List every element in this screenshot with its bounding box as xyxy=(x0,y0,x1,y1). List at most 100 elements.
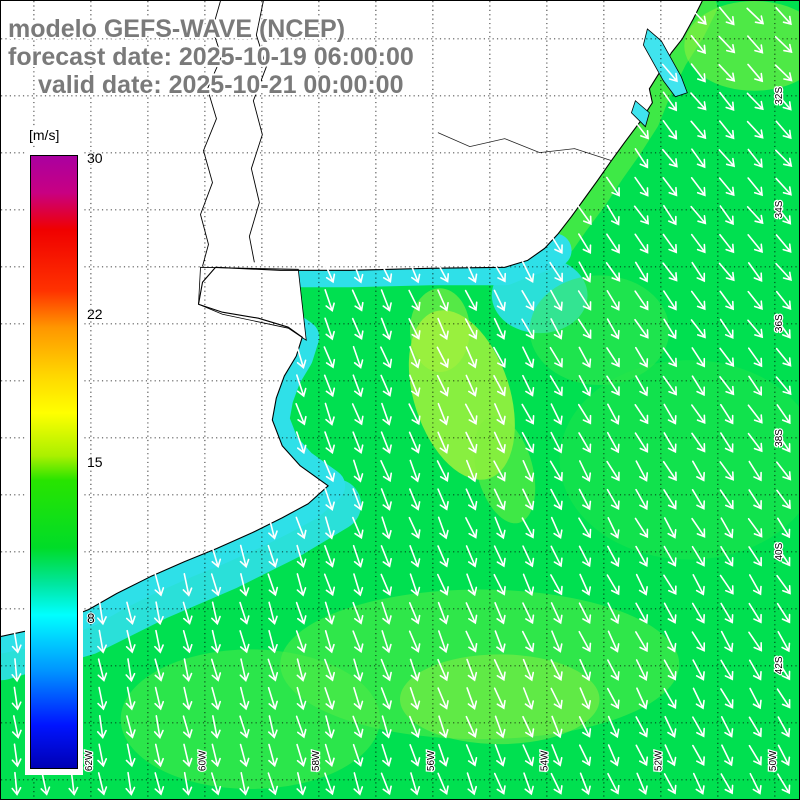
wind-arrow xyxy=(437,772,449,795)
wind-arrow xyxy=(268,601,278,626)
wind-arrow xyxy=(749,772,762,795)
wind-arrow xyxy=(747,262,763,282)
colorbar xyxy=(25,149,83,775)
wind-arrow xyxy=(408,516,421,539)
wind-arrow xyxy=(523,772,534,796)
wind-arrow xyxy=(606,460,620,482)
wind-arrow xyxy=(748,546,762,567)
wind-arrow xyxy=(663,773,677,795)
wind-arrow xyxy=(718,35,736,54)
wind-arrow xyxy=(635,716,649,738)
field-patch xyxy=(684,1,799,91)
wind-arrow xyxy=(578,261,592,283)
wind-arrow xyxy=(607,744,620,767)
wind-arrow xyxy=(380,573,392,596)
longitude-label: 52W xyxy=(653,750,664,771)
wind-arrow xyxy=(522,715,535,738)
wind-arrow xyxy=(521,630,535,653)
wind-arrow xyxy=(380,687,392,710)
wind-arrow xyxy=(720,517,734,539)
wind-arrow xyxy=(662,375,678,396)
title-valid-date: valid date: 2025-10-21 00:00:00 xyxy=(38,71,404,99)
wind-arrow xyxy=(493,346,506,368)
wind-arrow xyxy=(97,743,108,768)
wind-arrow xyxy=(324,402,335,426)
wind-arrow xyxy=(324,715,335,739)
wind-arrow xyxy=(438,743,449,767)
wind-arrow xyxy=(690,233,706,254)
wind-arrow xyxy=(381,743,392,767)
wind-arrow xyxy=(692,659,705,681)
wind-arrow xyxy=(578,602,592,625)
wind-arrow xyxy=(182,572,193,597)
wind-arrow xyxy=(606,290,620,311)
wind-arrow xyxy=(691,261,706,283)
wind-arrow xyxy=(324,630,335,654)
wind-arrow xyxy=(465,517,478,539)
wind-arrow xyxy=(578,346,592,369)
wind-arrow xyxy=(494,403,506,426)
wind-arrow xyxy=(691,460,705,482)
wind-arrow xyxy=(408,630,421,653)
wind-arrow xyxy=(663,574,677,596)
latitude-label: 38S xyxy=(774,429,785,447)
wind-arrow xyxy=(663,403,677,425)
wind-arrow xyxy=(775,376,792,396)
wind-arrow xyxy=(748,574,762,596)
wind-arrow xyxy=(324,289,335,313)
wind-arrow xyxy=(775,92,792,111)
wind-arrow xyxy=(635,488,649,511)
wind-arrow xyxy=(182,630,193,654)
wind-arrow xyxy=(691,375,706,397)
wind-arrow xyxy=(437,545,449,568)
wind-arrow xyxy=(550,659,563,681)
wind-arrow xyxy=(494,715,506,739)
wind-arrow xyxy=(635,602,649,624)
wind-arrow xyxy=(296,345,307,370)
wind-arrow xyxy=(408,403,421,426)
wind-arrow xyxy=(522,658,535,682)
wind-arrow xyxy=(776,546,791,567)
wind-arrow xyxy=(436,346,450,369)
wind-arrow xyxy=(607,715,620,739)
wind-arrow xyxy=(465,459,478,483)
wind-arrow xyxy=(408,602,421,625)
wind-arrow xyxy=(380,317,392,341)
wind-arrow xyxy=(239,573,250,597)
wind-arrow xyxy=(777,744,791,767)
wind-arrow xyxy=(211,743,221,768)
wind-arrow xyxy=(578,375,592,397)
wind-arrow xyxy=(718,6,735,26)
wind-arrow xyxy=(636,687,648,710)
wind-arrow xyxy=(351,317,364,341)
wind-arrow xyxy=(634,261,649,283)
wind-arrow xyxy=(464,289,478,312)
wind-arrow xyxy=(408,488,421,511)
wind-arrow xyxy=(409,744,421,767)
wind-arrow xyxy=(578,460,592,483)
wind-arrow xyxy=(606,347,620,368)
wind-arrow xyxy=(211,629,221,654)
wind-arrow xyxy=(718,177,735,197)
wind-arrow xyxy=(691,517,706,538)
wind-arrow xyxy=(746,120,764,139)
wind-arrow xyxy=(409,545,421,568)
wind-arrow xyxy=(578,517,592,539)
wind-arrow xyxy=(748,659,762,681)
wind-arrow xyxy=(295,516,307,540)
wind-arrow xyxy=(663,489,677,510)
land-mass xyxy=(1,1,703,637)
wind-arrow xyxy=(720,659,734,681)
axis-labels-layer: 62W 60W 58W 56W 54W 52W 50W 32S 34S 36S 38S 40S 42S xyxy=(83,85,787,772)
wind-arrow xyxy=(634,432,649,453)
wind-arrow xyxy=(748,602,762,624)
wind-arrow xyxy=(662,347,677,368)
wind-arrow xyxy=(522,602,535,625)
wind-arrow xyxy=(380,431,392,454)
wind-arrow xyxy=(465,431,478,454)
wind-arrow xyxy=(182,686,193,711)
wind-arrow xyxy=(323,573,336,597)
wind-arrow xyxy=(605,176,620,197)
wind-arrow xyxy=(549,375,563,397)
